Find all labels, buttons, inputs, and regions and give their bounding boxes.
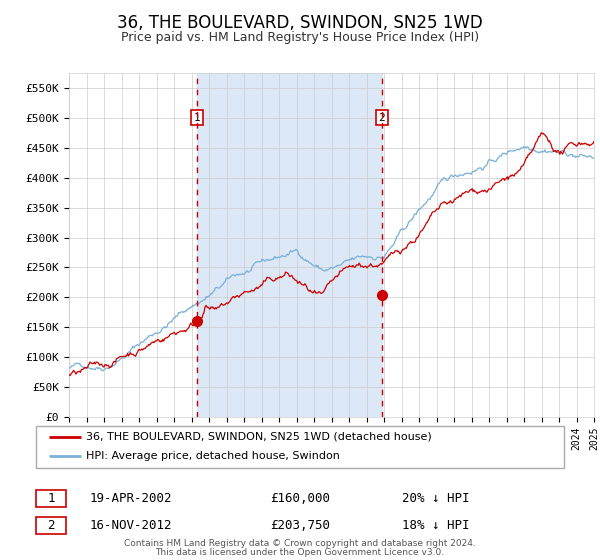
Text: This data is licensed under the Open Government Licence v3.0.: This data is licensed under the Open Gov…: [155, 548, 445, 557]
Text: £203,750: £203,750: [270, 519, 330, 533]
Text: Price paid vs. HM Land Registry's House Price Index (HPI): Price paid vs. HM Land Registry's House …: [121, 31, 479, 44]
Text: HPI: Average price, detached house, Swindon: HPI: Average price, detached house, Swin…: [86, 451, 340, 461]
Text: 16-NOV-2012: 16-NOV-2012: [90, 519, 173, 533]
Text: 20% ↓ HPI: 20% ↓ HPI: [402, 492, 470, 505]
Text: 19-APR-2002: 19-APR-2002: [90, 492, 173, 505]
Text: Contains HM Land Registry data © Crown copyright and database right 2024.: Contains HM Land Registry data © Crown c…: [124, 539, 476, 548]
Text: 18% ↓ HPI: 18% ↓ HPI: [402, 519, 470, 533]
Text: 36, THE BOULEVARD, SWINDON, SN25 1WD: 36, THE BOULEVARD, SWINDON, SN25 1WD: [117, 14, 483, 32]
Text: 36, THE BOULEVARD, SWINDON, SN25 1WD (detached house): 36, THE BOULEVARD, SWINDON, SN25 1WD (de…: [86, 432, 432, 442]
FancyBboxPatch shape: [36, 426, 564, 468]
Text: 2: 2: [379, 113, 385, 123]
Text: 1: 1: [193, 113, 200, 123]
Text: 1: 1: [47, 492, 55, 505]
Text: 2: 2: [47, 519, 55, 533]
Text: £160,000: £160,000: [270, 492, 330, 505]
Bar: [197, 73, 382, 417]
